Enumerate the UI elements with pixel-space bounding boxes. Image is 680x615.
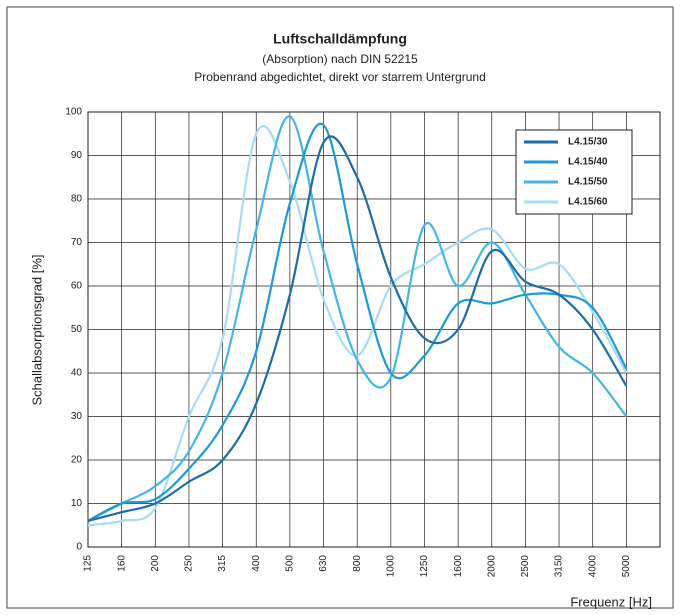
y-tick-label: 40 <box>71 368 83 379</box>
y-tick-label: 0 <box>76 542 82 553</box>
y-tick-label: 10 <box>71 498 83 509</box>
legend-label: L4.15/50 <box>568 177 608 188</box>
y-tick-label: 80 <box>71 194 83 205</box>
x-axis-label: Frequenz [Hz] <box>570 594 652 609</box>
x-tick-label: 2000 <box>486 555 497 578</box>
x-tick-label: 400 <box>251 555 262 572</box>
x-tick-label: 500 <box>285 555 296 572</box>
series-line <box>87 122 628 522</box>
x-tick-label: 315 <box>217 555 228 572</box>
x-tick-label: 630 <box>318 555 329 572</box>
x-tick-label: 200 <box>150 555 161 572</box>
y-tick-label: 70 <box>71 237 83 248</box>
subtitle: (Absorption) nach DIN 52215 <box>262 52 418 66</box>
legend-box <box>515 129 633 215</box>
y-tick-label: 100 <box>65 107 82 118</box>
subtitle: Probenrand abgedichtet, direkt vor starr… <box>194 70 486 84</box>
x-tick-label: 3150 <box>554 555 565 578</box>
legend-label: L4.15/30 <box>568 137 608 148</box>
x-tick-label: 250 <box>184 555 195 572</box>
frame <box>6 6 674 609</box>
x-tick-label: 4000 <box>587 555 598 578</box>
series-line <box>87 125 628 527</box>
y-tick-label: 90 <box>71 150 83 161</box>
y-axis-label: Schallabsorptionsgrad [%] <box>29 254 44 405</box>
chart-title: Luftschalldämpfung <box>273 31 407 47</box>
series-line <box>87 135 628 522</box>
series-line <box>87 115 628 522</box>
y-tick-label: 30 <box>71 411 83 422</box>
x-tick-label: 5000 <box>621 555 632 578</box>
x-tick-label: 1250 <box>419 555 430 578</box>
x-tick-label: 160 <box>116 555 127 572</box>
y-tick-label: 60 <box>71 281 83 292</box>
legend-label: L4.15/40 <box>568 157 608 168</box>
y-tick-label: 50 <box>71 324 83 335</box>
x-tick-label: 1600 <box>453 555 464 578</box>
x-tick-label: 800 <box>352 555 363 572</box>
x-tick-label: 125 <box>83 555 94 572</box>
legend-label: L4.15/60 <box>568 197 608 208</box>
x-tick-label: 2500 <box>520 555 531 578</box>
y-tick-label: 20 <box>71 455 83 466</box>
x-tick-label: 1000 <box>385 555 396 578</box>
